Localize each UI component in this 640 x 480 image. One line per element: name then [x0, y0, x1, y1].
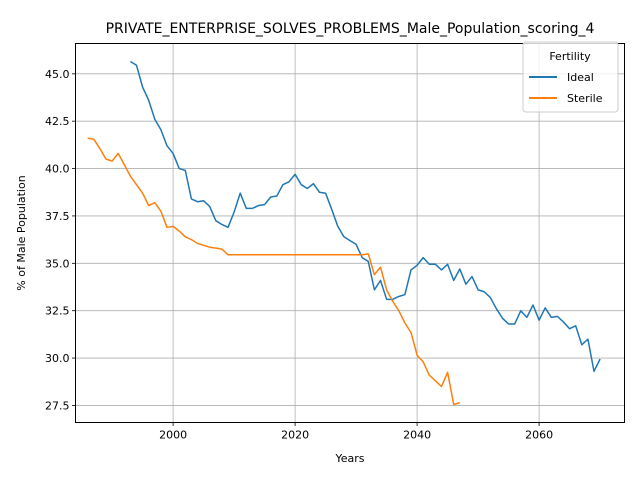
y-tick-label: 45.0 [45, 68, 70, 81]
grid-lines [75, 43, 625, 423]
legend-title: Fertility [549, 50, 591, 63]
x-tick-label: 2000 [159, 429, 187, 442]
y-tick-label: 35.0 [45, 257, 70, 270]
x-tick-label: 2060 [525, 429, 553, 442]
y-tick-label: 27.5 [45, 399, 70, 412]
y-tick-label: 32.5 [45, 305, 70, 318]
series-line-ideal [130, 60, 601, 373]
y-tick-label: 42.5 [45, 115, 70, 128]
y-axis-label: % of Male Population [15, 175, 28, 290]
legend-box [522, 41, 619, 113]
y-tick-label: 37.5 [45, 210, 70, 223]
axis-ticks: 2000 2020 2040 2060 27.5 30.0 32.5 35.0 37.5 40.0… [45, 68, 553, 442]
legend: Fertility Ideal Sterile [522, 41, 619, 113]
series-line-sterile [87, 137, 461, 406]
x-axis-label: Years [334, 452, 364, 465]
chart-title: PRIVATE_ENTERPRISE_SOLVES_PROBLEMS_Male_… [106, 21, 595, 37]
legend-label-sterile: Sterile [567, 92, 603, 105]
plot-frame [75, 43, 625, 423]
y-tick-label: 30.0 [45, 352, 70, 365]
legend-label-ideal: Ideal [567, 71, 594, 84]
x-tick-label: 2040 [403, 429, 431, 442]
series-lines [87, 60, 601, 406]
y-tick-label: 40.0 [45, 163, 70, 176]
x-tick-label: 2020 [281, 429, 309, 442]
